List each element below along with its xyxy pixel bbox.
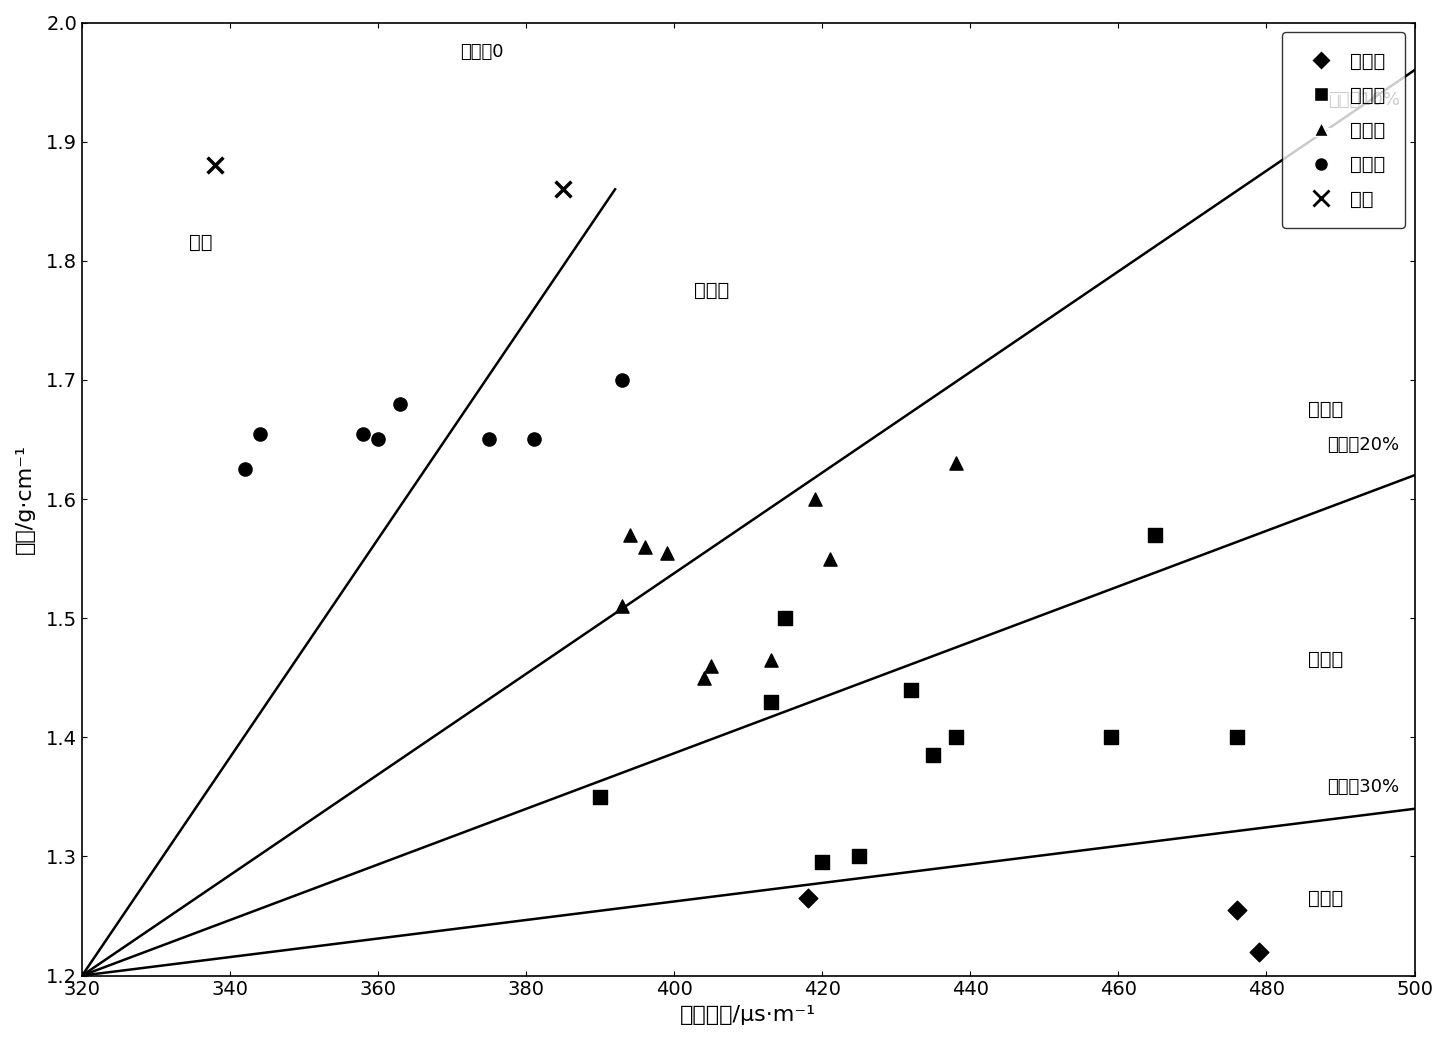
Point — [656, 544, 679, 561]
Point — [1225, 729, 1248, 746]
Point — [1144, 526, 1167, 543]
Text: 暗淡煎: 暗淡煎 — [694, 281, 728, 301]
Point — [1248, 943, 1271, 960]
Point — [1225, 902, 1248, 918]
Point — [847, 849, 870, 865]
Point — [1099, 729, 1122, 746]
Point — [692, 670, 715, 686]
Point — [796, 890, 820, 907]
X-axis label: 声波时差/μs·m⁻¹: 声波时差/μs·m⁻¹ — [681, 1005, 817, 1025]
Point — [759, 694, 782, 710]
Point — [523, 432, 546, 448]
Point — [390, 395, 413, 412]
Text: 扩径率20%: 扩径率20% — [1328, 437, 1400, 454]
Point — [589, 788, 613, 805]
Point — [233, 461, 256, 477]
Legend: 光亮煎, 半亮煎, 半暗煎, 暗淡煎, 夹矸: 光亮煎, 半亮煎, 半暗煎, 暗淡煎, 夹矸 — [1281, 32, 1405, 229]
Point — [204, 157, 227, 174]
Point — [366, 432, 390, 448]
Point — [699, 657, 723, 674]
Point — [811, 854, 834, 870]
Point — [552, 181, 575, 198]
Point — [248, 425, 271, 442]
Y-axis label: 密度/g·cm⁻¹: 密度/g·cm⁻¹ — [14, 444, 35, 554]
Text: 扩径率30%: 扩径率30% — [1328, 778, 1400, 797]
Text: 半亮煎: 半亮煎 — [1308, 650, 1344, 670]
Text: 光亮煎: 光亮煎 — [1308, 888, 1344, 908]
Point — [352, 425, 375, 442]
Text: 半暗煎: 半暗煎 — [1308, 400, 1344, 419]
Point — [759, 651, 782, 668]
Text: 夹矸: 夹矸 — [188, 233, 213, 253]
Point — [478, 432, 501, 448]
Text: 扩径率10%: 扩径率10% — [1328, 90, 1400, 109]
Point — [818, 550, 841, 567]
Point — [899, 681, 922, 698]
Point — [611, 371, 634, 388]
Text: 扩径率0: 扩径率0 — [460, 44, 504, 61]
Point — [804, 491, 827, 508]
Point — [944, 454, 967, 471]
Point — [773, 609, 796, 626]
Point — [618, 526, 641, 543]
Point — [922, 747, 946, 763]
Point — [944, 729, 967, 746]
Point — [611, 598, 634, 615]
Point — [633, 539, 656, 555]
